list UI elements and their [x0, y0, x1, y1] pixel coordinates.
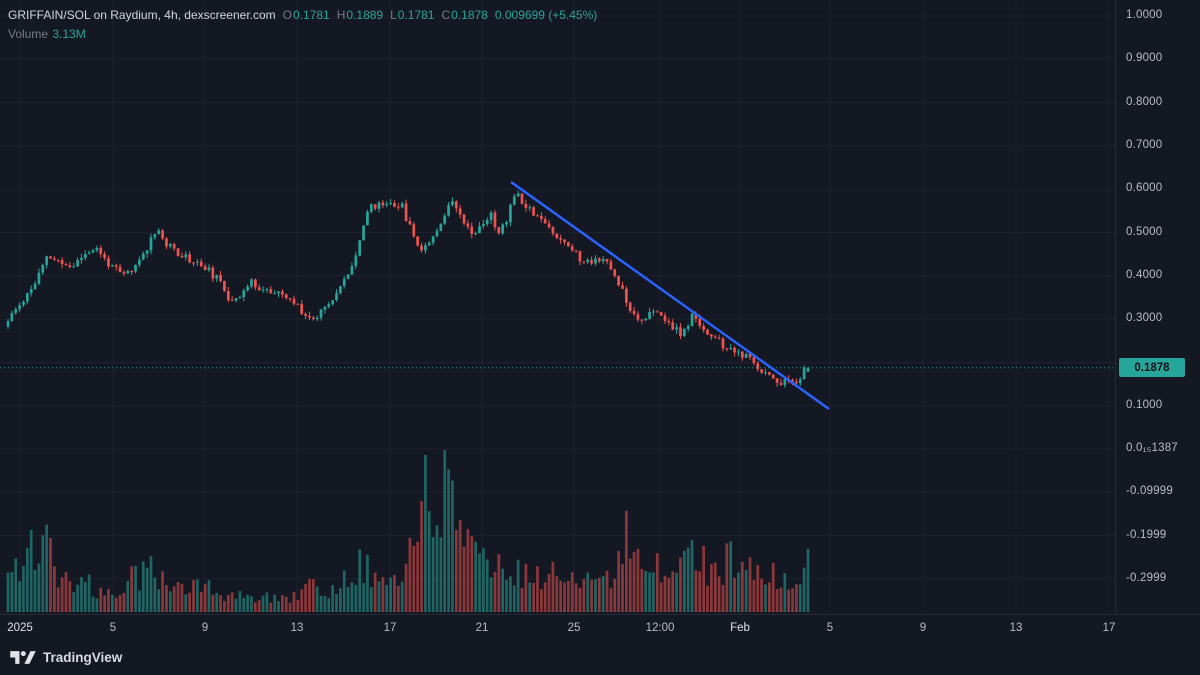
y-axis-tick: 0.3000 [1126, 312, 1163, 324]
x-axis-tick: 13 [1009, 622, 1023, 634]
x-axis-tick: 13 [290, 622, 304, 634]
y-axis-tick: 0.4000 [1126, 269, 1163, 281]
x-axis-tick: 2025 [7, 622, 33, 634]
time-axis[interactable]: 2025 5 9 13 17 21 25 12:00 Feb 5 9 13 17 [0, 615, 1200, 642]
y-axis-tick: -0.2999 [1126, 572, 1167, 584]
volume-value: 3.13M [52, 27, 86, 41]
y-axis-tick: -0.1999 [1126, 529, 1167, 541]
y-axis-tick: 0.9000 [1126, 52, 1163, 64]
time-axis-separator [0, 614, 1200, 615]
x-axis-tick: 12:00 [645, 622, 675, 634]
y-axis-tick: 0.5000 [1126, 226, 1163, 238]
change-value: 0.009699 (+5.45%) [494, 8, 598, 22]
last-price-badge: 0.1878 [1119, 358, 1185, 377]
tradingview-logo[interactable]: TradingView [10, 649, 122, 666]
legend-row-volume: Volume 3.13M [8, 27, 597, 41]
tradingview-logo-text: TradingView [43, 650, 123, 665]
x-axis-tick: 21 [475, 622, 489, 634]
candles [6, 190, 810, 388]
price-axis[interactable]: 0.1878 1.0000 0.9000 0.8000 0.7000 0.6000 0.5… [1116, 0, 1200, 614]
close-value: 0.1878 [451, 8, 488, 22]
trendline [510, 181, 830, 410]
close-label: C [441, 8, 451, 22]
x-axis-tick: 5 [826, 622, 834, 634]
y-axis-tick: 0.0₁₅1387 [1126, 442, 1178, 454]
x-axis-tick: 5 [109, 622, 117, 634]
open-label: O [282, 8, 293, 22]
high-value: 0.1889 [346, 8, 384, 22]
y-axis-tick: -0.09999 [1126, 485, 1173, 497]
x-axis-tick: 25 [567, 622, 581, 634]
y-axis-tick: 0.1000 [1126, 399, 1163, 411]
tradingview-mark-icon [10, 651, 36, 664]
high-label: H [336, 8, 346, 22]
symbol-legend: GRIFFAIN/SOL on Raydium, 4h, dexscreener… [8, 8, 597, 41]
y-axis-tick: 0.8000 [1126, 96, 1163, 108]
y-axis-tick: 1.0000 [1126, 9, 1163, 21]
low-value: 0.1781 [397, 8, 435, 22]
volume-bars [6, 450, 810, 612]
price-axis-separator [1115, 0, 1116, 614]
legend-row-ohlc: GRIFFAIN/SOL on Raydium, 4h, dexscreener… [8, 8, 597, 22]
x-axis-tick: 9 [201, 622, 209, 634]
candlestick-chart-canvas[interactable] [0, 0, 1115, 614]
y-axis-tick: 0.7000 [1126, 139, 1163, 151]
x-axis-tick: Feb [730, 622, 750, 634]
chart-pane[interactable] [0, 0, 1115, 614]
y-axis-tick: 0.6000 [1126, 182, 1163, 194]
volume-label[interactable]: Volume [8, 27, 49, 41]
open-value: 0.1781 [293, 8, 330, 22]
x-axis-tick: 17 [1102, 622, 1116, 634]
x-axis-tick: 17 [383, 622, 397, 634]
x-axis-tick: 9 [919, 622, 927, 634]
low-label: L [390, 8, 397, 22]
symbol-title[interactable]: GRIFFAIN/SOL on Raydium, 4h, dexscreener… [8, 8, 276, 22]
grid [0, 15, 1115, 580]
